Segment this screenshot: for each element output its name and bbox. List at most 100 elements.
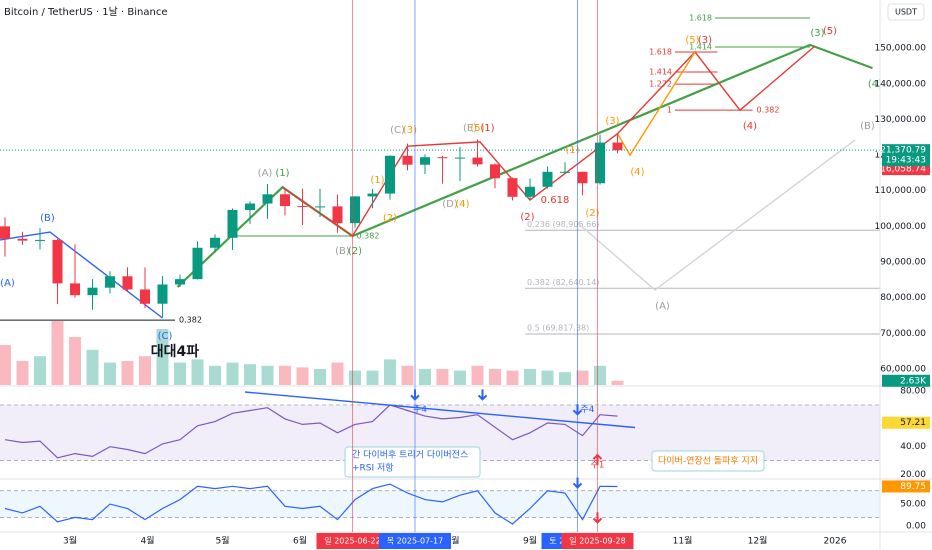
currency-box[interactable] [887,3,925,21]
stoch-label-box [882,480,930,493]
y-tick-label: 90,000.00 [880,258,926,268]
volume-bar [366,370,379,385]
wave-label: (3) [810,28,824,39]
wave-label: (E) [463,123,477,134]
stoch-line [4,483,618,525]
y-tick-label: 150,000.00 [874,44,926,54]
note-text: 다이버-연장선 돌파후 지지 [658,456,758,467]
volume-bar [244,364,256,385]
wave-label: (4) [868,79,882,90]
wave-label: (1) [480,123,494,134]
wave-label: (5) [823,26,837,37]
stoch-label: 89.75 [900,482,926,492]
candle-body [0,226,10,239]
candle-body [227,209,238,238]
candle-body [157,284,168,304]
volume-label-box [882,374,930,387]
fib-label: 0.382 [179,316,202,325]
fib-label: 1.414 [649,68,672,77]
wave-label: (B) [335,246,350,257]
volume-bar [139,356,151,385]
candle-body [87,287,98,296]
fib-label: 1.618 [689,14,712,23]
candle-body [525,186,535,197]
candle-body [595,142,605,184]
volume-bar [174,362,186,385]
volume-bar [471,365,484,385]
candle-body [35,239,45,241]
note-box [651,450,765,472]
note-text: 간 다이버후 트리거 다이버전스 [352,450,468,461]
fib-label: 1.414 [689,43,712,52]
candle-body [297,206,308,208]
wave-label: (3) [698,35,712,46]
wave-label: (4) [630,167,644,178]
wave-label: (3) [403,125,417,136]
y-tick-label: 110,000.00 [874,186,926,196]
y-tick-label: 140,000.00 [874,79,926,89]
candle-body [122,276,133,290]
wave-label: (B) [860,121,875,132]
candle-body [52,239,63,284]
candle-body [70,283,80,296]
volume-bar [104,362,116,385]
wave-label: (4) [455,199,469,210]
candle-body [367,193,378,197]
x-tick-label: 12월 [748,535,768,547]
candle-body [402,155,413,165]
volume-bar [69,337,81,385]
wave-label: (1) [565,145,579,156]
candle-body [280,194,290,207]
pane-label: 주4 [413,404,427,415]
annotation: 대대4파 [151,344,200,360]
candle-body [262,194,273,204]
candle-body [140,289,150,304]
volume-bar [384,359,396,385]
x-tick-label: 9월 [523,535,537,547]
volume-bar [279,365,291,385]
date-box [561,533,634,549]
candle-body [455,157,465,159]
note-text: +RSI 저항 [352,463,394,474]
volume-bar [314,369,326,385]
candle-body [560,171,570,173]
volume-bar [226,362,239,385]
wave-label: (2) [383,213,397,224]
volume-bar [594,365,606,385]
volume-bar [16,361,29,385]
x-tick-label: 2026 [824,537,847,547]
rsi-line [4,404,618,459]
candle-body [192,247,203,280]
volume-bar [524,369,536,385]
y-tick-label: 20.00 [900,470,926,480]
candle-body [507,178,518,197]
chart-title: Bitcoin / TetherUS · 1날 · Binance [4,6,168,18]
candle-body [105,276,115,288]
volume-bar [541,370,554,385]
volume-bar [51,321,64,385]
x-tick-label: 11월 [673,535,693,547]
currency[interactable]: USDT [895,8,917,17]
wave-label: (1) [275,168,289,179]
volume-bar [261,365,274,385]
candle-body [385,155,395,194]
candle-body [542,171,553,187]
y-tick-label: 40.00 [900,442,926,452]
candle-body [437,157,448,159]
wave-line [176,43,873,288]
note-box [344,446,481,478]
x-tick-label: 4월 [140,535,154,547]
volume-bar [121,361,134,385]
wave-label: (3) [605,116,619,127]
date-label: 일 2025-06-22 [324,537,380,546]
y-tick-label: 130,000.00 [874,115,926,125]
candle-body [245,203,255,210]
candle-body [315,206,325,208]
fib-label: 0.382 [357,231,380,240]
wave-label: (2) [585,208,599,219]
fib-label: 0.5 (69,817.38) [527,323,589,332]
candle-body [577,171,588,184]
wave-label: 0.618 [541,195,570,206]
volume-bar [349,370,361,385]
